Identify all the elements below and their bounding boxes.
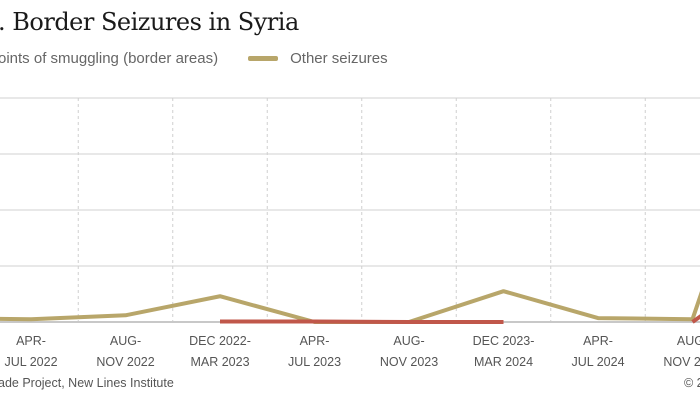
x-tick-label: DEC 2023- (473, 334, 535, 348)
x-tick-label: APR- (300, 334, 330, 348)
source-note: ade Project, New Lines Institute (0, 376, 174, 390)
x-tick-label: AUG- (677, 334, 700, 348)
legend-swatch-other (248, 56, 279, 61)
x-tick-label: JUL 2023 (288, 355, 341, 369)
x-tick-label: JUL 2022 (4, 355, 57, 369)
x-tick-label: DEC 2022- (189, 334, 251, 348)
series-line-smuggling-points (220, 319, 504, 324)
x-tick-label: MAR 2023 (190, 355, 249, 369)
x-tick-label: AUG- (110, 334, 141, 348)
x-tick-label: NOV 2022 (96, 355, 154, 369)
series-line-other-seizures (0, 289, 700, 324)
x-tick-label: APR- (16, 334, 46, 348)
chart-title: . Border Seizures in Syria (0, 8, 299, 36)
x-tick-label: MAR 2024 (474, 355, 533, 369)
x-tick-label: JUL 2024 (571, 355, 624, 369)
copyright: © 2 (684, 376, 700, 390)
x-tick-label: NOV 2023 (380, 355, 438, 369)
legend-label-smuggling: oints of smuggling (border areas) (0, 50, 219, 67)
x-tick-label: APR- (583, 334, 613, 348)
legend-label-other: Other seizures (290, 50, 388, 67)
x-tick-label: NOV 2024 (663, 355, 700, 369)
legend: oints of smuggling (border areas) Other … (0, 50, 388, 67)
x-tick-label: AUG- (393, 334, 424, 348)
